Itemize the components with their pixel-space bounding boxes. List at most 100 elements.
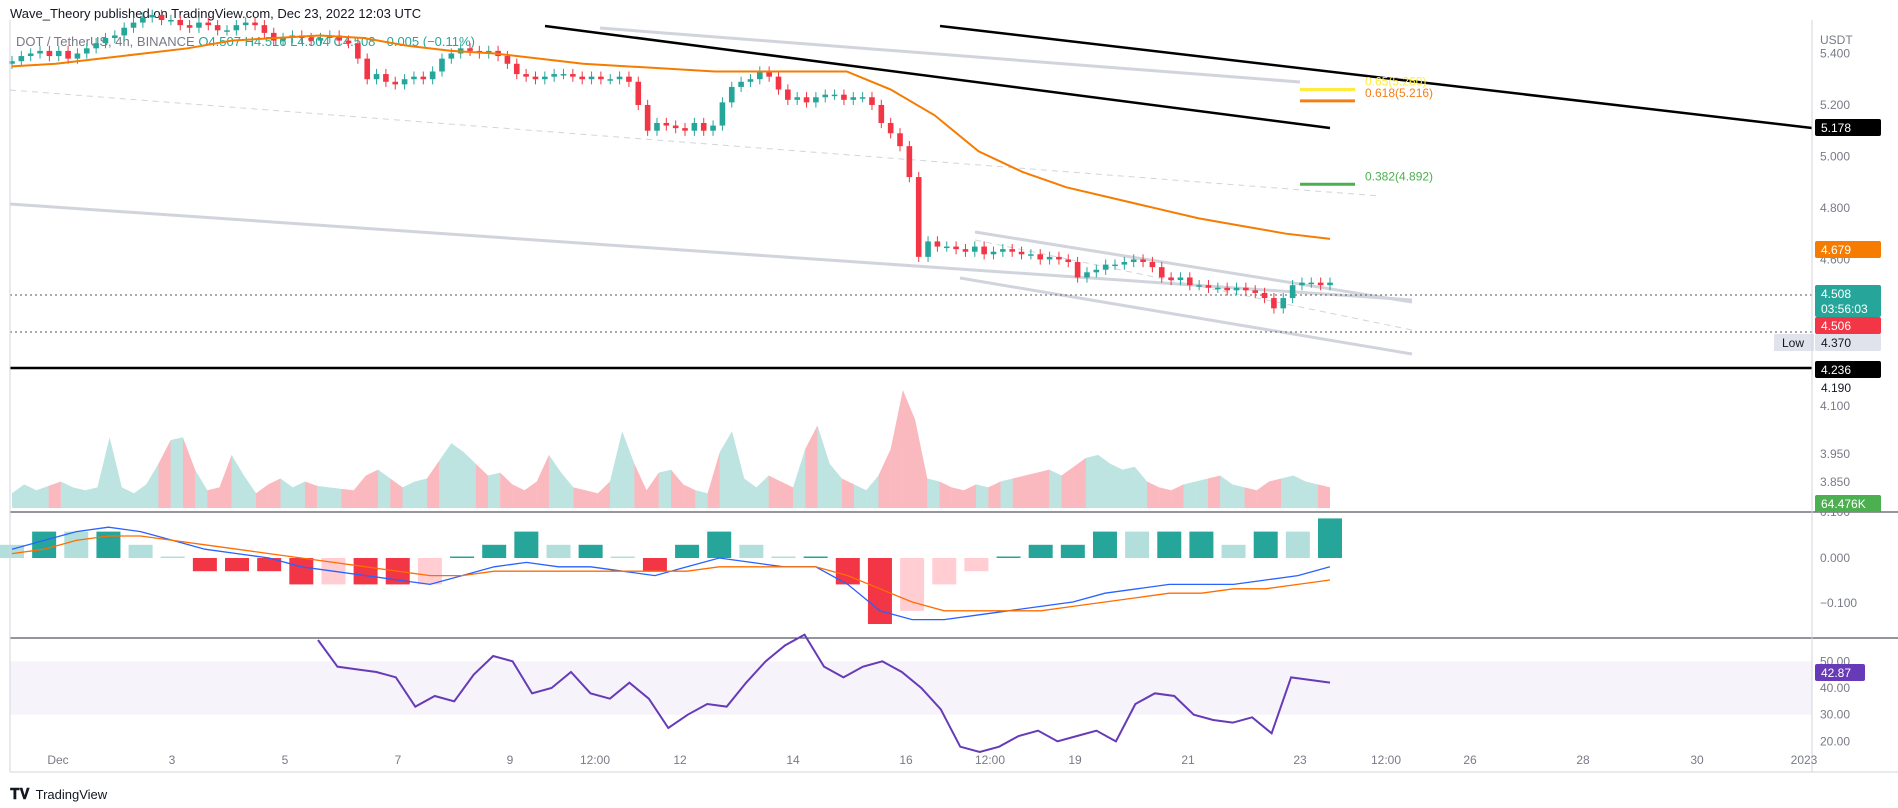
candle <box>448 53 455 59</box>
x-tick-label: 12:00 <box>580 753 610 767</box>
price-badge-label: 5.178 <box>1821 121 1851 135</box>
price-badge-black <box>1815 119 1881 136</box>
x-tick-label: 12 <box>673 753 687 767</box>
volume-area-segment <box>463 451 476 508</box>
volume-area-segment <box>182 437 196 508</box>
volume-area-segment <box>939 481 952 508</box>
candle <box>112 35 118 39</box>
candle <box>392 81 399 85</box>
volume-area-segment <box>854 484 867 508</box>
volume-area-segment <box>805 425 818 508</box>
volume-area-segment <box>475 463 488 508</box>
candle <box>915 177 922 257</box>
volume-area-segment <box>170 437 183 508</box>
candle <box>1084 272 1090 278</box>
rsi-band <box>10 661 1812 715</box>
volume-area-segment <box>1146 481 1160 508</box>
candle <box>242 22 249 26</box>
volume-area-segment <box>646 472 659 508</box>
volume-area-segment <box>1098 454 1111 508</box>
candle <box>887 122 894 134</box>
volume-area-segment <box>317 485 330 508</box>
candle <box>270 32 277 41</box>
candle <box>943 246 950 249</box>
volume-area-segment <box>219 454 232 508</box>
macd-histogram-bar <box>739 544 764 558</box>
candle <box>1205 285 1212 288</box>
volume-area-segment <box>195 469 208 508</box>
volume-area-segment <box>1061 466 1074 508</box>
candle <box>1112 264 1118 267</box>
currency-label: USDT <box>1820 33 1853 47</box>
candle <box>1196 285 1202 287</box>
volume-area-segment <box>109 437 122 508</box>
volume-area-segment <box>60 481 74 508</box>
macd-histogram-bar <box>964 558 989 572</box>
candle <box>738 81 744 87</box>
volume-area-segment <box>97 437 110 508</box>
candle <box>719 102 726 126</box>
candle <box>626 76 632 82</box>
candle <box>186 25 193 28</box>
volume-area-segment <box>878 449 891 508</box>
candle <box>214 25 221 31</box>
candle <box>158 14 165 20</box>
candle <box>102 38 109 44</box>
x-tick-label: 9 <box>507 753 514 767</box>
candle <box>1140 259 1146 263</box>
rsi-badge-label: 42.87 <box>1821 666 1851 680</box>
candle <box>831 94 838 97</box>
candle <box>1224 287 1230 291</box>
macd-tick-label: −0.100 <box>1820 596 1857 610</box>
volume-area-segment <box>1000 478 1013 508</box>
candle <box>149 14 156 18</box>
volume-area-segment <box>756 475 769 508</box>
fib-level-label: 0.382(4.892) <box>1365 169 1433 183</box>
black-trend-line-1 <box>544 24 1331 130</box>
macd-tick-label: 0.000 <box>1820 551 1850 565</box>
macd-histogram-bar <box>642 558 667 572</box>
candle <box>1280 298 1287 309</box>
volume-area-segment <box>1122 466 1135 508</box>
candle <box>654 122 660 131</box>
y-tick-label: 4.800 <box>1820 201 1850 215</box>
price-badge-label: 4.679 <box>1821 243 1851 257</box>
candle <box>747 79 754 82</box>
volume-area-segment <box>1256 481 1269 508</box>
volume-area-segment <box>500 472 513 508</box>
x-tick-label: 19 <box>1068 753 1082 767</box>
volume-area-segment <box>36 485 49 508</box>
low-prefix-box <box>1774 334 1814 351</box>
footer-brand: TradingView <box>35 787 108 802</box>
candle <box>672 125 679 129</box>
candle <box>1215 287 1221 290</box>
macd-histogram-bar <box>257 558 282 572</box>
candle <box>224 30 230 32</box>
volume-area-segment <box>1317 484 1330 508</box>
candle <box>1252 290 1259 293</box>
volume-area-segment <box>829 463 842 508</box>
candle <box>775 76 782 90</box>
rsi-tick-label: 20.00 <box>1820 734 1850 748</box>
volume-area-segment <box>1268 478 1282 508</box>
x-tick-label: 16 <box>899 753 913 767</box>
volume-area-segment <box>1171 484 1184 508</box>
candle <box>1000 249 1006 252</box>
volume-area-segment <box>329 487 342 508</box>
candle <box>588 76 595 80</box>
macd-histogram-bar <box>1092 531 1117 558</box>
candle <box>345 40 352 44</box>
candle <box>1009 249 1015 252</box>
volume-area-segment <box>1232 484 1245 508</box>
candle <box>906 146 913 178</box>
volume-area-segment <box>24 484 37 508</box>
candle <box>682 128 688 131</box>
macd-histogram-bar <box>578 544 603 558</box>
volume-area-segment <box>597 481 610 508</box>
x-tick-label: 12:00 <box>975 753 1005 767</box>
dashed-trend-line <box>9 89 1381 197</box>
volume-area-segment <box>719 431 733 508</box>
price-badge-label: 03:56:03 <box>1821 302 1868 316</box>
candle <box>401 79 408 85</box>
